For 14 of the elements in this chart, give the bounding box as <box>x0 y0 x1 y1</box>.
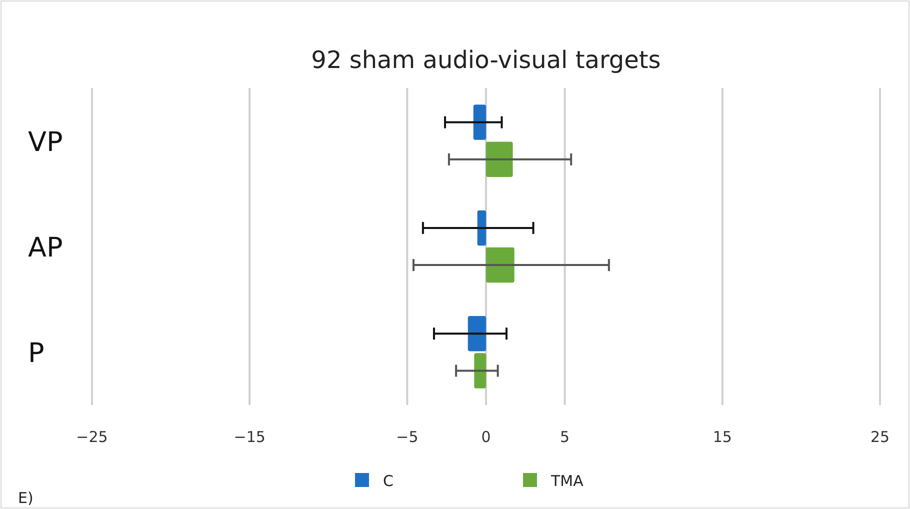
x-tick-label: −5 <box>396 428 418 446</box>
legend-label: C <box>383 472 394 490</box>
y-tick-label: VP <box>28 126 63 158</box>
legend-label: TMA <box>550 472 584 490</box>
y-tick-label: AP <box>28 232 63 264</box>
x-tick-label: 5 <box>560 428 570 446</box>
chart-title: 92 sham audio-visual targets <box>311 46 661 74</box>
y-tick-label: P <box>28 338 44 370</box>
text: E) <box>18 489 34 507</box>
x-tick-label: −25 <box>76 428 108 446</box>
x-tick-label: 15 <box>712 428 732 446</box>
x-tick-label: 0 <box>481 428 491 446</box>
x-tick-label: −15 <box>234 428 266 446</box>
x-tick-label: 25 <box>870 428 890 446</box>
